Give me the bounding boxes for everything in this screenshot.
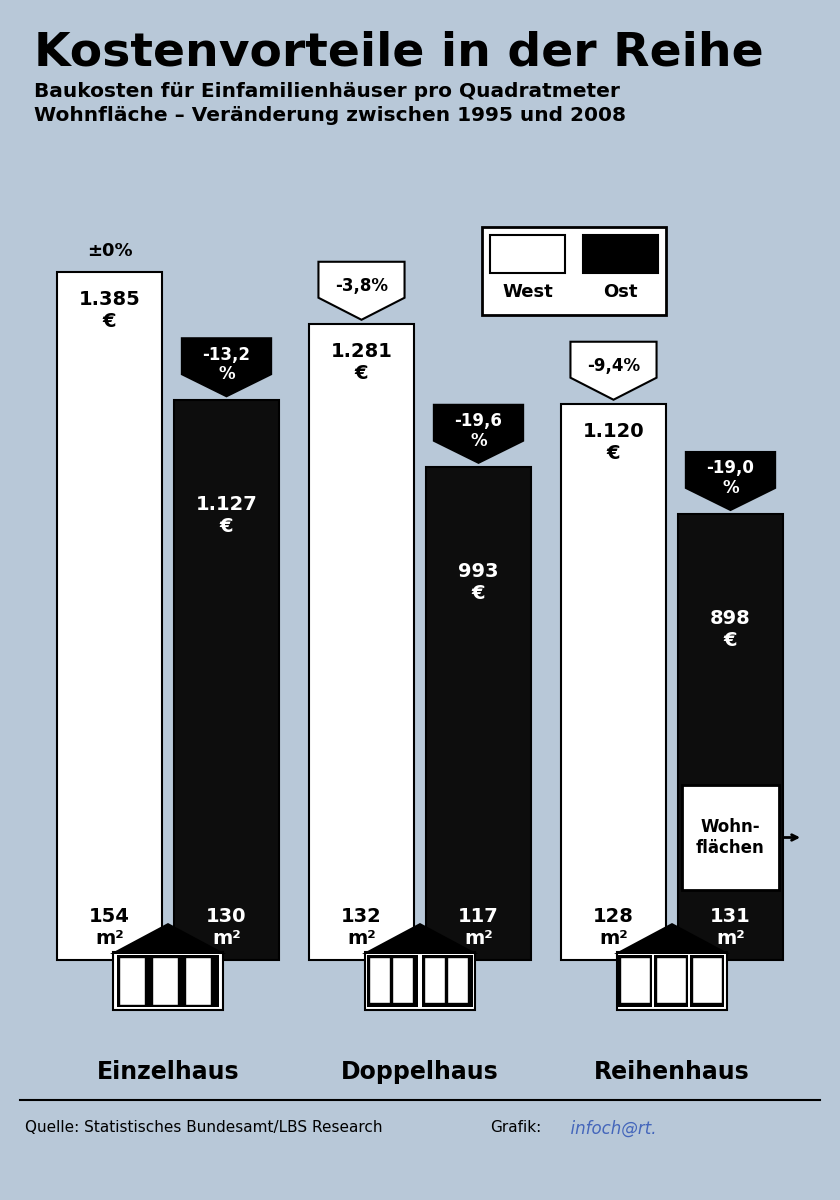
Bar	[367, 955, 418, 1007]
Polygon shape	[686, 452, 775, 510]
Text: Wohn-
flächen: Wohn- flächen	[696, 818, 765, 857]
Text: 993
€: 993 €	[459, 562, 499, 602]
Bar	[656, 958, 686, 1003]
Polygon shape	[110, 923, 226, 954]
Text: Baukosten für Einfamilienhäuser pro Quadratmeter: Baukosten für Einfamilienhäuser pro Quad…	[34, 82, 619, 101]
Bar	[117, 955, 219, 1007]
Bar	[583, 235, 658, 272]
Bar	[690, 955, 724, 1007]
Text: 132
m²: 132 m²	[341, 907, 382, 948]
Bar	[113, 952, 223, 1010]
Polygon shape	[614, 923, 730, 954]
Text: Ost: Ost	[603, 283, 638, 301]
Text: West: West	[502, 283, 553, 301]
Bar	[174, 401, 279, 960]
Bar	[692, 958, 722, 1003]
Bar	[365, 952, 475, 1010]
Text: -13,2
%: -13,2 %	[202, 346, 250, 383]
Text: -9,4%: -9,4%	[587, 356, 640, 374]
Bar	[426, 467, 531, 960]
Text: Kostenvorteile in der Reihe: Kostenvorteile in der Reihe	[34, 30, 764, 74]
Bar	[561, 403, 666, 960]
Text: 1.281
€: 1.281 €	[331, 342, 392, 383]
Text: ±0%: ±0%	[87, 242, 133, 260]
Bar	[617, 952, 727, 1010]
Bar	[424, 958, 445, 1003]
Bar	[618, 955, 652, 1007]
Text: 1.385
€: 1.385 €	[79, 290, 140, 331]
Text: Doppelhaus: Doppelhaus	[341, 1060, 499, 1084]
Polygon shape	[318, 262, 405, 319]
Text: -3,8%: -3,8%	[335, 277, 388, 295]
Bar	[309, 324, 414, 960]
Bar	[678, 514, 783, 960]
Bar	[682, 785, 779, 890]
Text: 1.127
€: 1.127 €	[196, 496, 257, 536]
Polygon shape	[434, 404, 523, 463]
Bar	[482, 227, 666, 314]
Bar	[654, 955, 688, 1007]
Text: Quelle: Statistisches Bundesamt/LBS Research: Quelle: Statistisches Bundesamt/LBS Rese…	[25, 1120, 382, 1135]
Text: 154
m²: 154 m²	[89, 907, 130, 948]
Text: 1.120
€: 1.120 €	[583, 421, 644, 463]
Polygon shape	[570, 342, 657, 400]
Text: Wohnfläche – Veränderung zwischen 1995 und 2008: Wohnfläche – Veränderung zwischen 1995 u…	[34, 106, 626, 125]
Text: Reihenhaus: Reihenhaus	[594, 1060, 750, 1084]
Bar	[490, 235, 565, 272]
Text: Grafik:: Grafik:	[490, 1120, 541, 1135]
Text: infoch@rt.: infoch@rt.	[560, 1120, 657, 1138]
Text: Einzelhaus: Einzelhaus	[97, 1060, 239, 1084]
Text: 898
€: 898 €	[710, 608, 751, 650]
Bar	[392, 958, 413, 1003]
Bar	[422, 955, 473, 1007]
Text: -19,6
%: -19,6 %	[454, 412, 502, 450]
Bar	[152, 958, 178, 1006]
Text: -19,0
%: -19,0 %	[706, 460, 754, 497]
Bar	[57, 272, 162, 960]
Bar	[369, 958, 390, 1003]
Text: 130
m²: 130 m²	[207, 907, 247, 948]
Bar	[119, 958, 145, 1006]
Polygon shape	[182, 338, 271, 396]
Text: 131
m²: 131 m²	[710, 907, 751, 948]
Bar	[620, 958, 650, 1003]
Text: 128
m²: 128 m²	[593, 907, 634, 948]
Text: 117
m²: 117 m²	[458, 907, 499, 948]
Bar	[447, 958, 468, 1003]
Polygon shape	[362, 923, 478, 954]
Bar	[185, 958, 211, 1006]
